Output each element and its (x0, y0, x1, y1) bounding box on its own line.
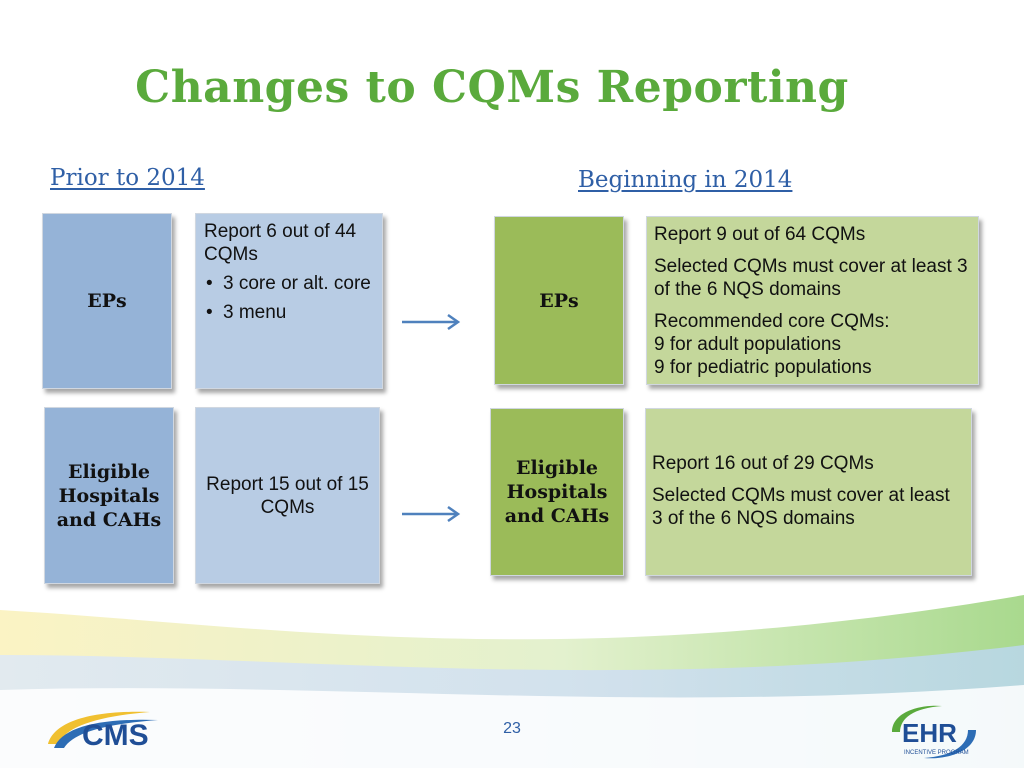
prior-eps-summary: Report 6 out of 44 CQMs (204, 221, 357, 265)
arrow-right-icon (402, 313, 461, 331)
prior-hospitals-label-text: Eligible Hospitals and CAHs (56, 460, 162, 531)
prior-eps-bullet-list: 3 core or alt. core 3 menu (204, 272, 374, 324)
beginning-eps-domains: Selected CQMs must cover at least 3 of t… (654, 256, 968, 300)
beginning-heading: Beginning in 2014 (578, 167, 793, 193)
prior-eps-details: Report 6 out of 44 CQMs 3 core or alt. c… (195, 213, 383, 389)
beginning-hospitals-summary: Report 16 out of 29 CQMs (652, 453, 874, 474)
beginning-eps-core-heading: Recommended core CQMs: (654, 311, 890, 332)
prior-eps-bullet: 3 core or alt. core (204, 272, 374, 295)
cms-logo: CMS (48, 711, 158, 752)
beginning-eps-summary: Report 9 out of 64 CQMs (654, 224, 866, 245)
footer-wave-decoration (0, 595, 1024, 768)
prior-hospitals-text: Report 15 out of 15 CQMs (206, 473, 369, 518)
ehr-logo-subtext: INCENTIVE PROGRAM (904, 750, 969, 756)
beginning-eps-label-text: EPs (539, 289, 579, 312)
slide-title: Changes to CQMs Reporting (135, 62, 849, 113)
ehr-incentive-program-logo: EHR INCENTIVE PROGRAM (892, 705, 976, 759)
beginning-hospitals-details: Report 16 out of 29 CQMs Selected CQMs m… (645, 408, 972, 576)
beginning-hospitals-label: Eligible Hospitals and CAHs (490, 408, 624, 576)
prior-hospitals-details: Report 15 out of 15 CQMs (195, 407, 380, 584)
beginning-hospitals-label-text: Eligible Hospitals and CAHs (504, 457, 610, 527)
prior-heading: Prior to 2014 (50, 165, 205, 191)
ehr-logo-text: EHR (902, 718, 957, 748)
cms-logo-text: CMS (82, 719, 149, 752)
beginning-eps-core-pediatric: 9 for pediatric populations (654, 357, 872, 378)
beginning-eps-label: EPs (494, 216, 624, 385)
prior-eps-label: EPs (42, 213, 172, 389)
beginning-eps-details: Report 9 out of 64 CQMs Selected CQMs mu… (646, 216, 979, 385)
prior-eps-bullet: 3 menu (204, 301, 374, 324)
page-number: 23 (503, 720, 521, 737)
beginning-eps-core-adult: 9 for adult populations (654, 334, 841, 355)
prior-hospitals-label: Eligible Hospitals and CAHs (44, 407, 174, 584)
arrow-right-icon (402, 505, 461, 523)
prior-eps-label-text: EPs (87, 290, 127, 312)
beginning-hospitals-domains: Selected CQMs must cover at least 3 of t… (652, 485, 950, 529)
